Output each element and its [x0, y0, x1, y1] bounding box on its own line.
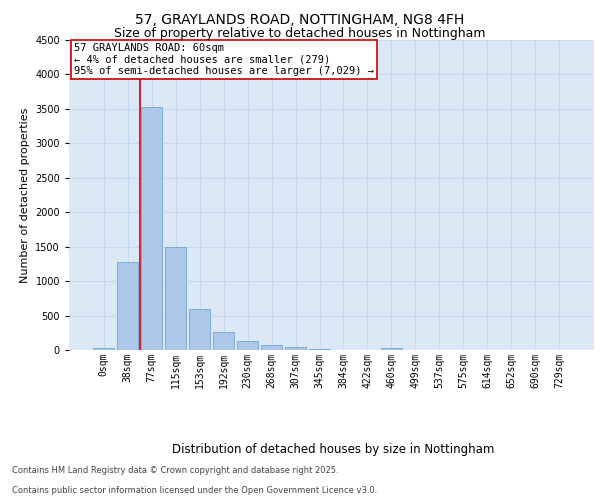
- Bar: [93, 348, 115, 350]
- Text: 57 GRAYLANDS ROAD: 60sqm
← 4% of detached houses are smaller (279)
95% of semi-d: 57 GRAYLANDS ROAD: 60sqm ← 4% of detache…: [74, 43, 374, 76]
- Bar: [213, 332, 235, 350]
- Bar: [165, 248, 187, 350]
- Bar: [309, 348, 331, 350]
- Bar: [261, 345, 283, 350]
- Bar: [237, 341, 259, 350]
- Text: Contains public sector information licensed under the Open Government Licence v3: Contains public sector information licen…: [12, 486, 377, 495]
- Text: Contains HM Land Registry data © Crown copyright and database right 2025.: Contains HM Land Registry data © Crown c…: [12, 466, 338, 475]
- Text: Distribution of detached houses by size in Nottingham: Distribution of detached houses by size …: [172, 442, 494, 456]
- Bar: [189, 308, 211, 350]
- Bar: [285, 346, 307, 350]
- Bar: [141, 107, 163, 350]
- Y-axis label: Number of detached properties: Number of detached properties: [20, 108, 29, 282]
- Text: Size of property relative to detached houses in Nottingham: Size of property relative to detached ho…: [114, 28, 486, 40]
- Text: 57, GRAYLANDS ROAD, NOTTINGHAM, NG8 4FH: 57, GRAYLANDS ROAD, NOTTINGHAM, NG8 4FH: [136, 12, 464, 26]
- Bar: [117, 262, 139, 350]
- Bar: [380, 348, 402, 350]
